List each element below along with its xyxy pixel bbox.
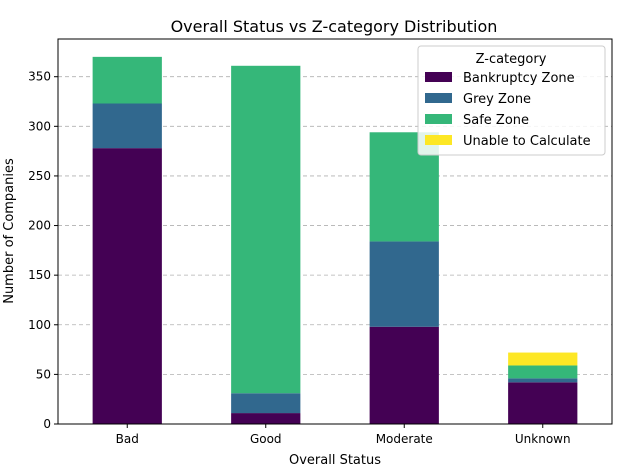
legend-swatch [425, 72, 452, 82]
bar-segment [369, 326, 439, 424]
bar-segment [92, 148, 162, 425]
x-tick-label: Bad [116, 432, 139, 446]
x-tick-label: Moderate [376, 432, 433, 446]
x-tick-label: Unknown [515, 432, 571, 446]
y-tick-label: 350 [28, 70, 51, 84]
bar-segment [231, 393, 301, 414]
chart-title: Overall Status vs Z-category Distributio… [171, 17, 498, 36]
y-tick-label: 300 [28, 119, 51, 133]
legend-entry: Grey Zone [463, 92, 531, 107]
bar-segment [508, 382, 578, 424]
y-tick-label: 150 [28, 268, 51, 282]
legend-swatch [425, 93, 452, 103]
legend-title: Z-category [476, 52, 547, 67]
x-axis-ticks: Bad Good Moderate Unknown [116, 424, 571, 446]
bar-segment [231, 413, 301, 424]
y-axis-ticks: 0 50 100 150 200 250 300 350 [28, 70, 58, 431]
legend-entry: Unable to Calculate [463, 134, 591, 149]
legend-swatch [425, 114, 452, 124]
bar-segment [231, 65, 301, 394]
y-axis-label: Number of Companies [2, 158, 17, 304]
bar-segment [369, 241, 439, 327]
legend-entry: Bankruptcy Zone [463, 71, 575, 86]
y-tick-label: 250 [28, 169, 51, 183]
bar-segment [92, 56, 162, 104]
y-tick-label: 0 [43, 417, 51, 431]
legend-entry: Safe Zone [463, 113, 529, 128]
bars [92, 56, 578, 425]
y-tick-label: 200 [28, 219, 51, 233]
legend: Z-category Bankruptcy Zone Grey Zone Safe … [417, 45, 606, 156]
bar-segment [508, 352, 578, 366]
y-tick-label: 100 [28, 318, 51, 332]
bar-segment [508, 378, 578, 383]
y-tick-label: 50 [36, 367, 51, 381]
legend-swatch [425, 135, 452, 145]
plot-frame [57, 38, 613, 425]
bar-segment [92, 103, 162, 149]
x-axis-label: Overall Status [289, 453, 381, 468]
bar-segment [508, 365, 578, 379]
legend-box [417, 45, 606, 156]
x-tick-label: Good [250, 432, 282, 446]
